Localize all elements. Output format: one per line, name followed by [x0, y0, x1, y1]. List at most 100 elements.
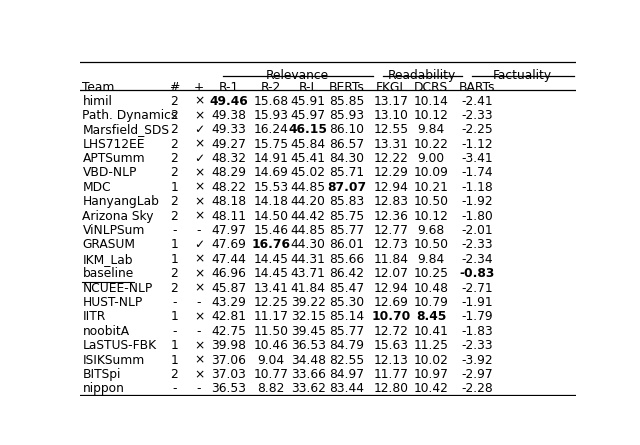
Text: DCRS: DCRS	[414, 81, 448, 94]
Text: -2.41: -2.41	[461, 94, 493, 108]
Text: 82.55: 82.55	[329, 354, 364, 367]
Text: 2: 2	[170, 152, 178, 165]
Text: 12.25: 12.25	[253, 296, 289, 309]
Text: 10.22: 10.22	[413, 138, 449, 151]
Text: -2.25: -2.25	[461, 123, 493, 136]
Text: 42.81: 42.81	[211, 311, 246, 324]
Text: 85.77: 85.77	[330, 224, 364, 237]
Text: 32.15: 32.15	[291, 311, 326, 324]
Text: HUST-NLP: HUST-NLP	[83, 296, 143, 309]
Text: -2.33: -2.33	[461, 109, 493, 122]
Text: -: -	[172, 224, 177, 237]
Text: ×: ×	[194, 282, 204, 295]
Text: 2: 2	[170, 109, 178, 122]
Text: ✓: ✓	[194, 239, 204, 251]
Text: 49.27: 49.27	[211, 138, 246, 151]
Text: 8.45: 8.45	[416, 311, 446, 324]
Text: 44.30: 44.30	[291, 239, 326, 251]
Text: 45.41: 45.41	[291, 152, 326, 165]
Text: 12.69: 12.69	[374, 296, 409, 309]
Text: 36.53: 36.53	[291, 339, 326, 352]
Text: ×: ×	[194, 267, 204, 280]
Text: APTSumm: APTSumm	[83, 152, 145, 165]
Text: 15.93: 15.93	[253, 109, 289, 122]
Text: 1: 1	[170, 311, 178, 324]
Text: 12.73: 12.73	[374, 239, 409, 251]
Text: 33.62: 33.62	[291, 382, 326, 395]
Text: LHS712EE: LHS712EE	[83, 138, 145, 151]
Text: baseline: baseline	[83, 267, 134, 280]
Text: 12.94: 12.94	[374, 181, 409, 194]
Text: LaSTUS-FBK: LaSTUS-FBK	[83, 339, 157, 352]
Text: 12.72: 12.72	[374, 325, 409, 338]
Text: 11.84: 11.84	[374, 253, 409, 266]
Text: 86.01: 86.01	[330, 239, 364, 251]
Text: MDC: MDC	[83, 181, 111, 194]
Text: 41.84: 41.84	[291, 282, 326, 295]
Text: 48.32: 48.32	[211, 152, 246, 165]
Text: 43.29: 43.29	[211, 296, 246, 309]
Text: VBD-NLP: VBD-NLP	[83, 166, 137, 179]
Text: 48.22: 48.22	[211, 181, 246, 194]
Text: 85.30: 85.30	[330, 296, 364, 309]
Text: 85.47: 85.47	[330, 282, 364, 295]
Text: ISIKSumm: ISIKSumm	[83, 354, 145, 367]
Text: 48.11: 48.11	[211, 210, 246, 222]
Text: 10.46: 10.46	[253, 339, 289, 352]
Text: 2: 2	[170, 94, 178, 108]
Text: ×: ×	[194, 109, 204, 122]
Text: 45.97: 45.97	[291, 109, 326, 122]
Text: ×: ×	[194, 368, 204, 381]
Text: -2.01: -2.01	[461, 224, 493, 237]
Text: 86.42: 86.42	[330, 267, 364, 280]
Text: 12.80: 12.80	[374, 382, 409, 395]
Text: -3.41: -3.41	[461, 152, 493, 165]
Text: ×: ×	[194, 339, 204, 352]
Text: 14.45: 14.45	[253, 253, 289, 266]
Text: 36.53: 36.53	[211, 382, 246, 395]
Text: ViNLPSum: ViNLPSum	[83, 224, 145, 237]
Text: 2: 2	[170, 267, 178, 280]
Text: -2.34: -2.34	[461, 253, 493, 266]
Text: 49.38: 49.38	[211, 109, 246, 122]
Text: -: -	[196, 382, 202, 395]
Text: 37.06: 37.06	[211, 354, 246, 367]
Text: 86.57: 86.57	[330, 138, 364, 151]
Text: 47.97: 47.97	[211, 224, 246, 237]
Text: 83.44: 83.44	[330, 382, 364, 395]
Text: 10.09: 10.09	[413, 166, 449, 179]
Text: 85.93: 85.93	[330, 109, 364, 122]
Text: 12.94: 12.94	[374, 282, 409, 295]
Text: 45.87: 45.87	[211, 282, 246, 295]
Text: -2.33: -2.33	[461, 339, 493, 352]
Text: 44.20: 44.20	[291, 195, 326, 208]
Text: 85.14: 85.14	[330, 311, 364, 324]
Text: -: -	[172, 296, 177, 309]
Text: 8.82: 8.82	[257, 382, 285, 395]
Text: -2.33: -2.33	[461, 239, 493, 251]
Text: GRASUM: GRASUM	[83, 239, 136, 251]
Text: 13.10: 13.10	[374, 109, 409, 122]
Text: 12.83: 12.83	[374, 195, 409, 208]
Text: 13.17: 13.17	[374, 94, 409, 108]
Text: 10.50: 10.50	[413, 195, 449, 208]
Text: Team: Team	[83, 81, 115, 94]
Text: 85.75: 85.75	[329, 210, 364, 222]
Text: 49.33: 49.33	[211, 123, 246, 136]
Text: 11.77: 11.77	[374, 368, 409, 381]
Text: Arizona Sky: Arizona Sky	[83, 210, 154, 222]
Text: 85.66: 85.66	[330, 253, 364, 266]
Text: 44.42: 44.42	[291, 210, 326, 222]
Text: ×: ×	[194, 181, 204, 194]
Text: 10.70: 10.70	[372, 311, 411, 324]
Text: 45.02: 45.02	[291, 166, 326, 179]
Text: 16.24: 16.24	[253, 123, 289, 136]
Text: -: -	[172, 325, 177, 338]
Text: 9.00: 9.00	[418, 152, 445, 165]
Text: 2: 2	[170, 368, 178, 381]
Text: -0.83: -0.83	[459, 267, 495, 280]
Text: 14.50: 14.50	[253, 210, 289, 222]
Text: noobitA: noobitA	[83, 325, 130, 338]
Text: 47.44: 47.44	[211, 253, 246, 266]
Text: 12.22: 12.22	[374, 152, 409, 165]
